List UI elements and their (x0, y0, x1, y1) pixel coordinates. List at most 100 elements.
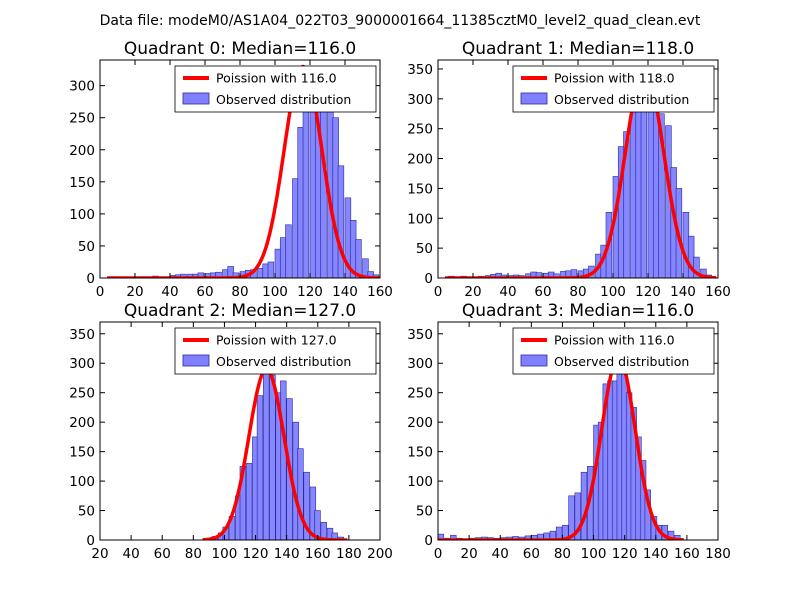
y-tick-label: 300 (407, 356, 433, 372)
histogram-bar (263, 368, 270, 540)
y-tick-label: 350 (407, 327, 433, 343)
legend-label-bars: Observed distribution (216, 92, 351, 107)
x-tick-label: 140 (332, 284, 358, 300)
x-tick-label: 120 (243, 546, 269, 562)
y-tick-label: 200 (69, 143, 95, 159)
plot-area (107, 64, 380, 278)
legend: Poission with 116.0 Observed distribution (174, 65, 377, 113)
x-tick-label: 200 (367, 546, 393, 562)
panel-title: Quadrant 0: Median=116.0 (124, 39, 356, 59)
histogram-bar (667, 530, 675, 540)
histogram-bar (320, 522, 327, 540)
poisson-curve (445, 67, 717, 278)
x-tick-label: 60 (154, 546, 171, 562)
x-tick-label: 20 (91, 546, 108, 562)
x-tick-label: 40 (123, 546, 140, 562)
histogram-bar (362, 258, 369, 278)
x-tick-label: 40 (499, 284, 516, 300)
y-tick-label: 350 (407, 62, 433, 78)
legend-bar-swatch (520, 92, 548, 105)
histogram-bar (549, 530, 557, 540)
x-tick-label: 160 (705, 284, 731, 300)
x-tick-label: 0 (434, 546, 443, 562)
histogram-bar (297, 448, 304, 540)
y-tick-label: 50 (416, 504, 433, 520)
histogram-bar (535, 272, 543, 278)
y-tick-label: 200 (407, 152, 433, 168)
x-tick-label: 60 (534, 284, 551, 300)
histogram-bar (245, 463, 253, 540)
y-tick-label: 200 (69, 415, 95, 431)
x-tick-label: 160 (674, 546, 700, 562)
x-tick-label: 0 (434, 284, 443, 300)
plot-area (202, 367, 348, 540)
panel-quadrant-0: 0 20 40 60 80 100 120 140 160 0 50 100 150 200 250 300 Q… (69, 39, 393, 300)
histogram-bar (285, 224, 292, 278)
y-tick-label: 100 (69, 474, 95, 490)
x-tick-label: 20 (461, 546, 478, 562)
y-tick-label: 150 (69, 175, 95, 191)
histogram-bar (180, 273, 187, 278)
panel-title: Quadrant 3: Median=116.0 (462, 301, 694, 321)
histogram-bar (303, 471, 310, 540)
legend-label-curve: Poission with 127.0 (216, 333, 337, 348)
x-tick-label: 100 (262, 284, 288, 300)
y-tick-label: 0 (86, 271, 95, 287)
x-tick-label: 40 (161, 284, 178, 300)
histogram-bar (267, 261, 275, 278)
x-tick-label: 160 (367, 284, 393, 300)
poisson-curve (202, 367, 348, 540)
y-tick-label: 50 (78, 239, 95, 255)
x-tick-label: 80 (185, 546, 202, 562)
figure-suptitle: Data file: modeM0/AS1A04_022T03_90000016… (100, 13, 701, 29)
x-tick-label: 180 (705, 546, 731, 562)
x-tick-label: 100 (600, 284, 626, 300)
y-tick-label: 150 (69, 445, 95, 461)
x-tick-label: 60 (523, 546, 540, 562)
y-tick-label: 100 (407, 474, 433, 490)
legend-label-bars: Observed distribution (554, 354, 689, 369)
x-tick-label: 120 (612, 546, 638, 562)
poisson-curve (107, 64, 380, 278)
legend: Poission with 116.0 Observed distribution (512, 327, 715, 375)
x-tick-label: 60 (196, 284, 213, 300)
y-tick-label: 100 (407, 211, 433, 227)
y-tick-label: 0 (424, 271, 433, 287)
histogram-bar (269, 374, 276, 540)
y-tick-label: 0 (424, 533, 433, 549)
axes-frame (437, 321, 719, 541)
x-tick-label: 140 (670, 284, 696, 300)
histogram-bar (570, 269, 578, 278)
histogram-bar (553, 273, 560, 278)
x-tick-label: 40 (492, 546, 509, 562)
y-tick-label: 100 (69, 207, 95, 223)
x-tick-label: 120 (297, 284, 323, 300)
y-tick-label: 150 (407, 181, 433, 197)
x-tick-label: 20 (126, 284, 143, 300)
histogram-bar (543, 532, 550, 540)
x-tick-label: 80 (231, 284, 248, 300)
legend-bar-swatch (520, 354, 548, 367)
y-tick-label: 250 (69, 111, 95, 127)
x-tick-label: 80 (554, 546, 571, 562)
y-tick-label: 250 (407, 386, 433, 402)
legend-label-curve: Poission with 116.0 (216, 71, 337, 86)
legend-label-curve: Poission with 118.0 (554, 71, 675, 86)
histogram-bar (227, 266, 234, 278)
legend-label-bars: Observed distribution (216, 354, 351, 369)
x-tick-label: 140 (643, 546, 669, 562)
x-tick-label: 100 (581, 546, 607, 562)
x-tick-label: 100 (212, 546, 238, 562)
y-tick-label: 200 (407, 415, 433, 431)
y-tick-label: 300 (69, 356, 95, 372)
histogram-bar (280, 380, 287, 540)
histogram-bar (555, 526, 563, 540)
legend-label-curve: Poission with 116.0 (554, 333, 675, 348)
y-tick-label: 350 (69, 327, 95, 343)
histogram-bar (331, 532, 338, 540)
y-tick-label: 250 (407, 122, 433, 138)
panel-title: Quadrant 1: Median=118.0 (462, 39, 694, 59)
panel-title: Quadrant 2: Median=127.0 (124, 301, 356, 321)
histogram-bar (450, 534, 457, 540)
y-tick-label: 0 (86, 533, 95, 549)
